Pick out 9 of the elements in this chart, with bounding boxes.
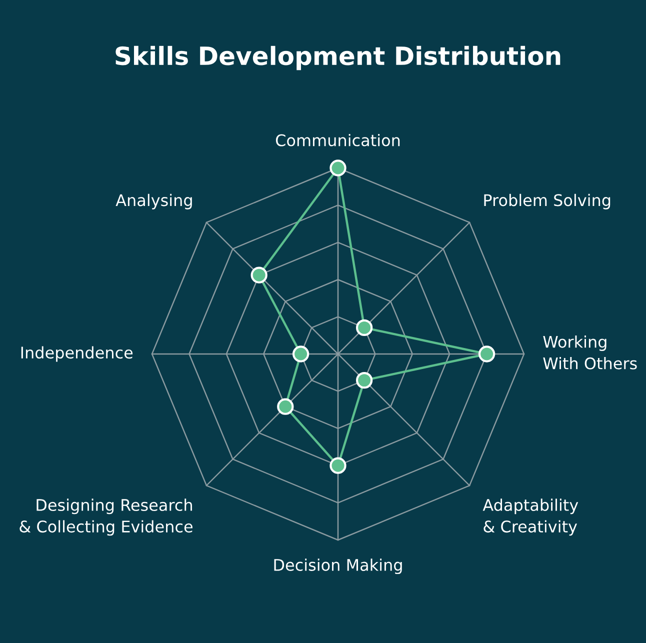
spoke-label: Independence <box>21 346 133 362</box>
spoke-label: Communication <box>276 134 400 146</box>
spoke-label: Designing Research & Collecting Evidence <box>20 498 192 536</box>
spoke-label: Adaptability & Creativity <box>482 498 578 536</box>
spoke-label: Decision Making <box>274 558 402 574</box>
spoke-label: Analysing <box>116 194 192 210</box>
chart-title: Skills Development Distribution <box>116 46 560 70</box>
spoke-label: Problem Solving <box>484 194 610 210</box>
spoke-label: Working With Others <box>543 336 637 370</box>
